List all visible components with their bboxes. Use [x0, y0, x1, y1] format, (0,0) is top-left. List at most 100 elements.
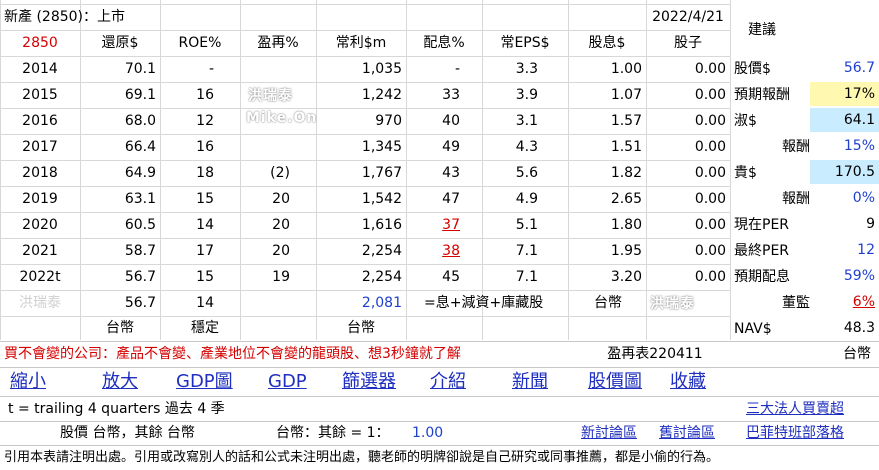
- nav-link[interactable]: 縮小: [10, 371, 46, 392]
- table-cell: 1.95: [610, 243, 642, 259]
- table-cell: 17: [196, 243, 214, 259]
- grid-hline: [0, 134, 730, 135]
- panel-label: 現在PER: [734, 217, 790, 233]
- row-year: 2021: [22, 243, 58, 259]
- table-id: 盈再表220411: [607, 346, 703, 362]
- panel-value: 59%: [810, 264, 879, 288]
- nav-link[interactable]: 新聞: [512, 371, 548, 392]
- divider: [0, 341, 879, 342]
- table-cell: 45: [442, 269, 460, 285]
- grid-hline: [0, 82, 730, 83]
- summary-profit: 2,081: [361, 295, 402, 311]
- table-cell: -: [454, 61, 460, 77]
- table-cell: 56.7: [124, 269, 156, 285]
- fx-value: 1.00: [412, 425, 444, 441]
- nav-link[interactable]: GDP: [268, 371, 307, 392]
- grid-hline: [0, 108, 730, 109]
- column-header: 常利$m: [335, 35, 387, 51]
- table-cell: 20: [272, 191, 290, 207]
- table-cell: 0.00: [694, 269, 726, 285]
- table-cell: 4.3: [515, 139, 538, 155]
- panel-value: 17%: [810, 82, 879, 106]
- new-forum-link[interactable]: 新討論區: [581, 425, 637, 441]
- summary-price: 56.7: [124, 295, 156, 311]
- table-cell: 20: [272, 217, 290, 233]
- table-cell: 0.00: [694, 113, 726, 129]
- table-cell: 49: [442, 139, 460, 155]
- institutional-link[interactable]: 三大法人買賣超: [746, 401, 844, 417]
- grid-vline: [646, 0, 647, 340]
- grid-hline: [0, 290, 730, 291]
- trailing-note: t = trailing 4 quarters 過去 4 季: [8, 401, 225, 417]
- grid-hline: [0, 30, 730, 31]
- row-year: 2019: [22, 191, 58, 207]
- table-cell: 2,254: [361, 243, 402, 259]
- table-cell: 33: [442, 87, 460, 103]
- table-cell: 4.9: [515, 191, 538, 207]
- table-cell: 18: [196, 165, 214, 181]
- divider: [0, 445, 879, 446]
- table-cell: 0.00: [694, 165, 726, 181]
- grid-hline: [0, 186, 730, 187]
- panel-label: 報酬: [782, 191, 810, 207]
- grid-hline: [0, 4, 730, 5]
- table-cell: 5.1: [515, 217, 538, 233]
- table-cell: 66.4: [124, 139, 156, 155]
- panel-value: 0%: [810, 186, 879, 210]
- table-cell: 20: [272, 243, 290, 259]
- panel-label: 貴$: [734, 165, 757, 181]
- table-cell: 12: [196, 113, 214, 129]
- buffett-blog-link[interactable]: 巴菲特班部落格: [746, 425, 844, 441]
- table-cell: 3.3: [515, 61, 538, 77]
- table-cell: 1,242: [361, 87, 402, 103]
- table-cell: 37: [442, 217, 460, 233]
- panel-label: 預期配息: [734, 269, 790, 285]
- summary-currency: 台幣: [594, 295, 622, 311]
- grid-vline: [316, 0, 317, 340]
- table-cell: 38: [442, 243, 460, 259]
- nav-link[interactable]: 收藏: [670, 371, 706, 392]
- table-cell: 60.5: [124, 217, 156, 233]
- panel-value: 9: [810, 212, 879, 236]
- grid-vline: [406, 0, 407, 340]
- table-cell: 15: [196, 269, 214, 285]
- profit-unit: 台幣: [347, 320, 375, 336]
- nav-link[interactable]: 股價圖: [588, 371, 642, 392]
- panel-value: 12: [810, 238, 879, 262]
- nav-link[interactable]: 放大: [102, 371, 138, 392]
- table-cell: 15: [196, 191, 214, 207]
- table-cell: 70.1: [124, 61, 156, 77]
- row-year: 2016: [22, 113, 58, 129]
- grid-hline: [0, 56, 730, 57]
- table-cell: 1.00: [610, 61, 642, 77]
- price-unit: 台幣: [106, 320, 134, 336]
- column-header: 配息%: [423, 35, 465, 51]
- table-cell: 1,345: [361, 139, 402, 155]
- nav-link[interactable]: 介紹: [430, 371, 466, 392]
- table-cell: 69.1: [124, 87, 156, 103]
- grid-hline: [0, 238, 730, 239]
- table-cell: 3.1: [515, 113, 538, 129]
- fx-label: 台幣：其餘 = 1：: [276, 425, 390, 441]
- company-title: 新產 (2850)：上市: [4, 9, 126, 25]
- tagline: 買不會變的公司：產品不會變、產業地位不會變的龍頭股、想3秒鐘就了解: [4, 346, 461, 362]
- column-header: ROE%: [178, 35, 222, 51]
- table-cell: 16: [196, 87, 214, 103]
- panel-label: 淑$: [734, 113, 757, 129]
- table-cell: 0.00: [694, 87, 726, 103]
- grid-hline: [0, 316, 730, 317]
- grid-vline: [482, 0, 483, 340]
- footer-notice: 引用本表請注明出處。引用或改寫別人的話和公式未注明出處，聽老師的明牌卻說是自己研…: [4, 449, 720, 465]
- table-cell: 1.82: [610, 165, 642, 181]
- table-cell: 0.00: [694, 191, 726, 207]
- nav-link[interactable]: GDP圖: [176, 371, 233, 392]
- nav-link[interactable]: 篩選器: [342, 371, 396, 392]
- table-cell: 0.00: [694, 243, 726, 259]
- panel-label: 報酬: [782, 139, 810, 155]
- panel-label: 股價$: [734, 61, 771, 77]
- old-forum-link[interactable]: 舊討論區: [659, 425, 715, 441]
- table-cell: 1,616: [361, 217, 402, 233]
- panel-label: 預期報酬: [734, 87, 790, 103]
- table-cell: 19: [272, 269, 290, 285]
